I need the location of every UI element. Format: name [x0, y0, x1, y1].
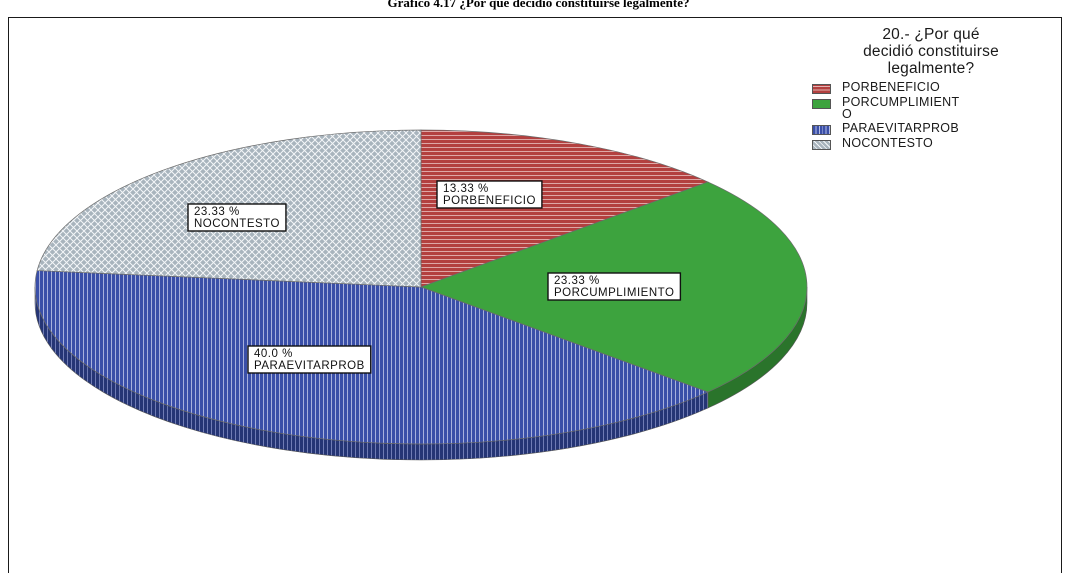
- pie-slice-porbeneficio: [420, 129, 709, 288]
- legend: 20.- ¿Por qué decidió constituirse legal…: [812, 26, 1062, 152]
- data-label-name-paraevitarprob: PARAEVITARPROB: [254, 360, 365, 372]
- legend-label-nocontesto: NOCONTESTO: [842, 136, 933, 150]
- data-label-name-nocontesto: NOCONTESTO: [194, 218, 280, 230]
- data-label-value-porbeneficio: 13.33 %: [443, 183, 489, 195]
- data-label-box-nocontesto: [187, 203, 287, 232]
- legend-item-paraevitarprob: PARAEVITARPROB: [812, 122, 1062, 135]
- legend-item-porcumplimiento: PORCUMPLIMIENTO: [812, 96, 1062, 120]
- legend-title: 20.- ¿Por qué decidió constituirse legal…: [863, 26, 999, 77]
- legend-label-porbeneficio: PORBENEFICIO: [842, 80, 941, 94]
- data-label-porbeneficio: 13.33 %PORBENEFICIO: [436, 180, 543, 209]
- legend-swatch-porbeneficio: [812, 84, 831, 94]
- data-label-value-porcumplimiento: 23.33 %: [554, 275, 600, 287]
- data-label-porcumplimiento: 23.33 %PORCUMPLIMIENTO: [547, 272, 682, 301]
- legend-swatch-porcumplimiento: [812, 99, 831, 109]
- data-label-nocontesto: 23.33 %NOCONTESTO: [187, 203, 287, 232]
- data-label-name-porcumplimiento: PORCUMPLIMIENTO: [554, 287, 674, 299]
- legend-item-porbeneficio: PORBENEFICIO: [812, 81, 1062, 94]
- legend-list: PORBENEFICIO PORCUMPLIMIENTO PARAEVITARPRO…: [812, 81, 1062, 150]
- legend-item-nocontesto: NOCONTESTO: [812, 137, 1062, 150]
- data-label-name-porbeneficio: PORBENEFICIO: [443, 195, 536, 207]
- legend-swatch-paraevitarprob: [812, 125, 831, 135]
- legend-swatch-nocontesto: [812, 140, 831, 150]
- data-label-box-porbeneficio: [436, 180, 543, 209]
- pie-slice-paraevitarprob: [34, 270, 709, 445]
- data-label-paraevitarprob: 40.0 %PARAEVITARPROB: [247, 345, 372, 374]
- data-label-box-porcumplimiento: [547, 272, 682, 301]
- data-label-value-nocontesto: 23.33 %: [194, 206, 240, 218]
- figure-caption: Gráfico 4.17 ¿Por qué decidió constituir…: [387, 0, 690, 10]
- data-label-box-paraevitarprob: [247, 345, 372, 374]
- legend-label-porcumplimiento: PORCUMPLIMIENTO: [842, 95, 960, 121]
- pie-slice-layer: [34, 129, 808, 445]
- legend-label-paraevitarprob: PARAEVITARPROB: [842, 121, 959, 135]
- data-label-value-paraevitarprob: 40.0 %: [254, 348, 293, 360]
